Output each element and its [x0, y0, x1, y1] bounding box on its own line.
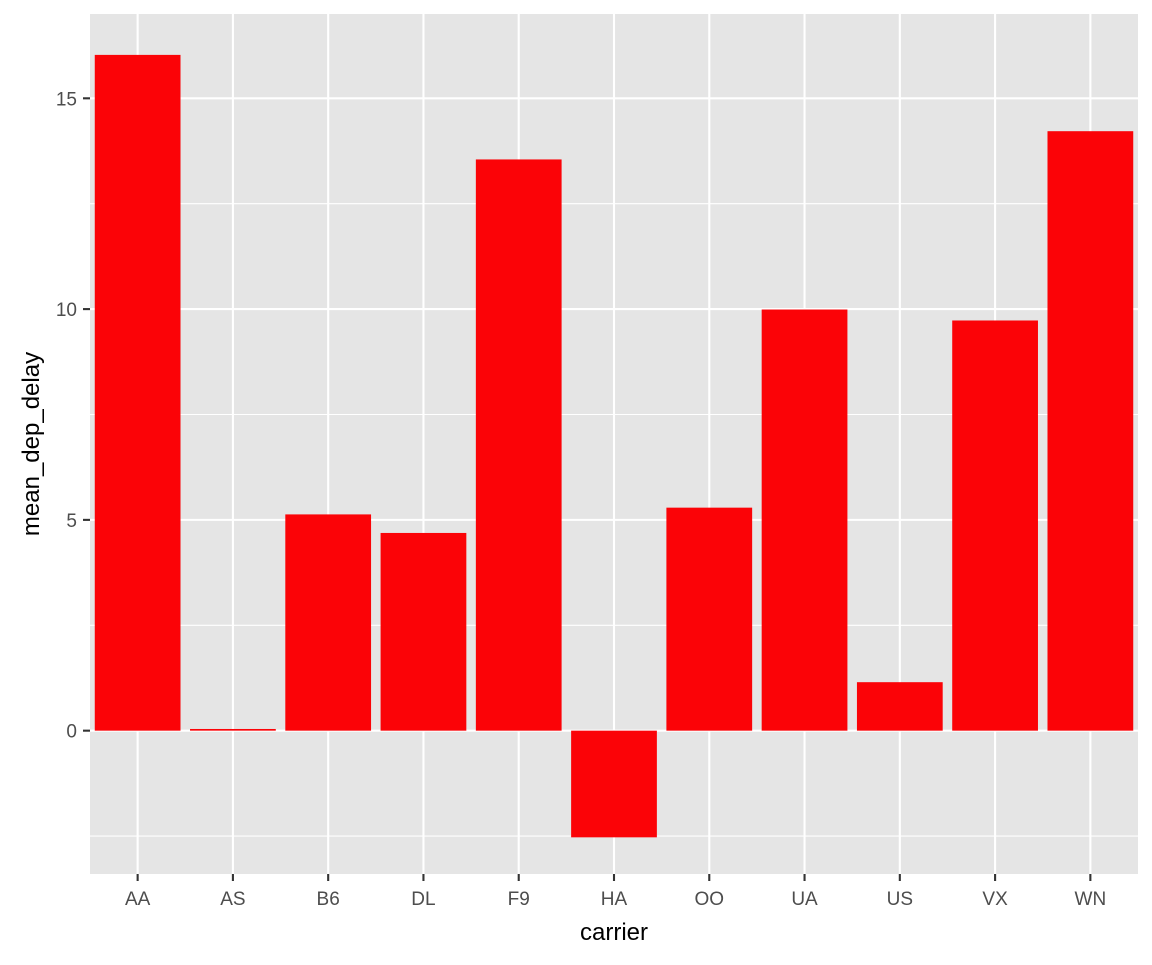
x-axis-title: carrier — [580, 919, 648, 946]
x-tick-label: US — [887, 889, 913, 910]
bar-ua — [761, 309, 848, 731]
bar-as — [190, 728, 276, 731]
y-tick-label: 15 — [56, 89, 77, 110]
x-tick-label: OO — [694, 889, 724, 910]
bar-b6 — [285, 514, 372, 731]
x-tick-label: F9 — [508, 889, 530, 910]
bar-ha — [571, 730, 657, 838]
bar-f9 — [475, 159, 562, 731]
bar-wn — [1047, 131, 1134, 731]
y-tick-label: 5 — [66, 511, 77, 532]
bar-us — [856, 682, 943, 731]
x-tick-label: VX — [982, 889, 1008, 910]
bar-oo — [666, 507, 753, 731]
x-tick-label: DL — [411, 889, 435, 910]
x-tick-label: UA — [791, 889, 818, 910]
bars — [94, 54, 1134, 838]
x-tick-label: AS — [220, 889, 245, 910]
bar-aa — [94, 54, 181, 731]
y-tick-label: 10 — [56, 300, 77, 321]
y-tick-label: 0 — [66, 722, 77, 743]
x-tick-label: WN — [1075, 889, 1107, 910]
bar-vx — [952, 320, 1038, 731]
bar-dl — [380, 532, 467, 731]
y-axis-title: mean_dep_delay — [18, 352, 45, 536]
axes: 0 5 10 15 AA AS B6 DL F9 HA OO UA US VX WN — [56, 89, 1106, 910]
x-tick-label: B6 — [317, 889, 340, 910]
x-tick-label: AA — [125, 889, 151, 910]
x-tick-label: HA — [601, 889, 628, 910]
